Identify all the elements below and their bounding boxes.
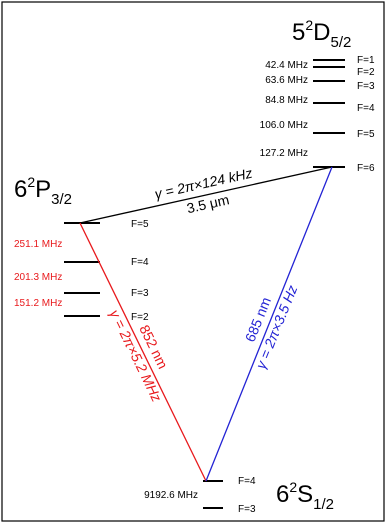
d-splitting: 106.0 MHz bbox=[260, 120, 308, 131]
d-splitting: 63.6 MHz bbox=[265, 75, 308, 86]
d-f-labels: F=1 F=2 F=3 F=4 F=5 F=6 bbox=[357, 55, 375, 174]
d-splitting: 42.4 MHz bbox=[265, 60, 308, 71]
transition-sd-labels: 685 nm γ = 2π×3.5 Hz bbox=[242, 283, 301, 371]
p-level-sup: 2 bbox=[27, 174, 35, 190]
p-hyperfine-lines bbox=[64, 222, 100, 317]
s-level-label: 62S1/2 bbox=[276, 479, 334, 513]
d-hyperfine-lines bbox=[313, 59, 345, 168]
svg-text:62P3/2: 62P3/2 bbox=[14, 174, 72, 208]
s-f-label: F=3 bbox=[238, 504, 256, 515]
d-f-label: F=3 bbox=[357, 81, 375, 92]
d-level-n: 5 bbox=[292, 19, 305, 46]
transition-pd-wavelength: 3.5 μm bbox=[185, 191, 231, 216]
s-f-labels: F=4 F=3 bbox=[238, 476, 256, 515]
p-level-label: 62P3/2 bbox=[14, 174, 72, 208]
d-splitting: 84.8 MHz bbox=[265, 95, 308, 106]
p-f-label: F=3 bbox=[131, 288, 149, 299]
p-splitting: 151.2 MHz bbox=[14, 298, 62, 309]
p-f-label: F=4 bbox=[131, 257, 149, 268]
d-f-label: F=1 bbox=[357, 55, 375, 66]
d-splittings: 42.4 MHz 63.6 MHz 84.8 MHz 106.0 MHz 127… bbox=[260, 60, 308, 159]
s-level-sub: 1/2 bbox=[313, 496, 334, 513]
d-level-L: D bbox=[313, 19, 330, 46]
svg-text:62S1/2: 62S1/2 bbox=[276, 479, 334, 513]
svg-text:52D5/2: 52D5/2 bbox=[292, 17, 351, 51]
p-splittings: 251.1 MHz 201.3 MHz 151.2 MHz bbox=[14, 239, 62, 309]
p-f-labels: F=5 F=4 F=3 F=2 bbox=[131, 219, 149, 323]
d-splitting: 127.2 MHz bbox=[260, 148, 308, 159]
p-splitting: 201.3 MHz bbox=[14, 272, 62, 283]
s-splitting: 9192.6 MHz bbox=[144, 490, 198, 501]
transition-pd-line bbox=[79, 166, 333, 224]
transition-sp-line bbox=[79, 222, 207, 482]
d-level-sub: 5/2 bbox=[331, 34, 352, 51]
d-f-label: F=4 bbox=[357, 103, 375, 114]
d-level-sup: 2 bbox=[305, 17, 313, 33]
s-level-n: 6 bbox=[276, 481, 289, 508]
p-f-label: F=2 bbox=[131, 312, 149, 323]
s-level-sup: 2 bbox=[289, 479, 297, 495]
d-f-label: F=2 bbox=[357, 67, 375, 78]
p-level-sub: 3/2 bbox=[51, 191, 72, 208]
transition-sd-line bbox=[205, 166, 333, 482]
p-level-n: 6 bbox=[14, 176, 27, 203]
p-f-label: F=5 bbox=[131, 219, 149, 230]
s-level-L: S bbox=[297, 481, 313, 508]
d-level-label: 52D5/2 bbox=[292, 17, 351, 51]
d-f-label: F=6 bbox=[357, 163, 375, 174]
p-level-L: P bbox=[35, 176, 51, 203]
s-hyperfine-lines bbox=[203, 480, 223, 509]
d-f-label: F=5 bbox=[357, 129, 375, 140]
p-splitting: 251.1 MHz bbox=[14, 239, 62, 250]
transition-pd-labels: γ = 2π×124 kHz 3.5 μm bbox=[153, 165, 254, 217]
s-f-label: F=4 bbox=[238, 476, 256, 487]
